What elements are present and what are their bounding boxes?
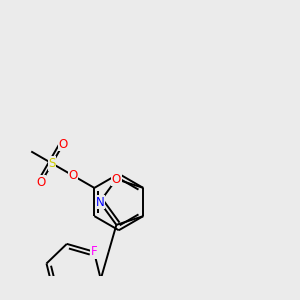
Text: O: O <box>112 173 121 186</box>
Text: F: F <box>91 245 97 258</box>
Text: O: O <box>68 169 77 182</box>
Text: S: S <box>48 157 56 170</box>
Text: O: O <box>58 138 68 151</box>
Text: N: N <box>95 196 104 208</box>
Text: O: O <box>36 176 46 189</box>
